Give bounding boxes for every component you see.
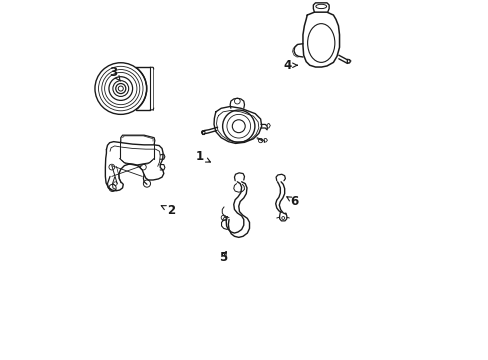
Text: 3: 3 (109, 66, 120, 81)
Text: 2: 2 (161, 204, 175, 217)
Text: 5: 5 (219, 251, 226, 264)
Text: 4: 4 (283, 59, 297, 72)
Text: 1: 1 (195, 150, 210, 163)
Text: 6: 6 (286, 195, 298, 208)
